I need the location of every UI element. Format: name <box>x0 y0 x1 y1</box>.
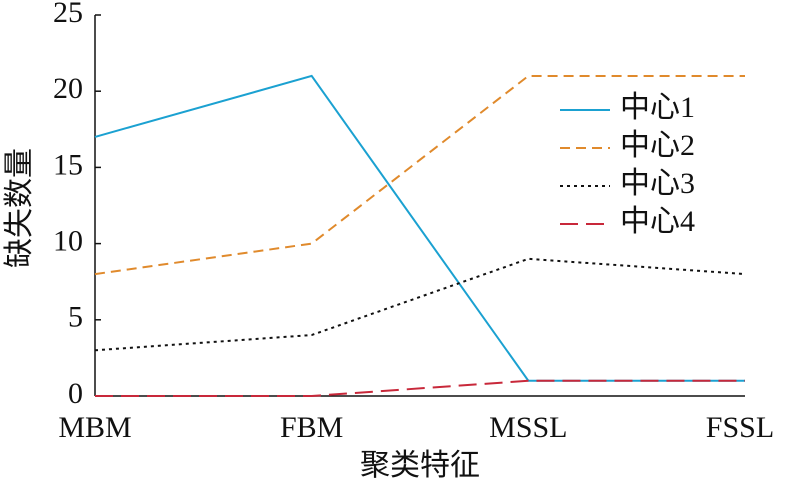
y-axis-title: 缺失数量 <box>3 148 36 268</box>
y-tick-label: 15 <box>53 148 83 181</box>
x-tick-label: FBM <box>280 411 343 444</box>
data-line <box>94 74 745 276</box>
y-tick-label: 0 <box>68 377 83 410</box>
data-line <box>94 74 745 382</box>
legend-label: 中心1 <box>620 91 695 124</box>
x-tick-label: FSSL <box>706 411 774 444</box>
y-tick-label: 25 <box>53 0 83 29</box>
x-tick-label: MBM <box>58 411 131 444</box>
legend-label: 中心3 <box>620 167 695 200</box>
x-tick-label: MSSL <box>489 411 567 444</box>
y-tick-label: 5 <box>68 301 83 334</box>
data-line <box>95 379 745 397</box>
y-tick-label: 20 <box>53 72 83 105</box>
x-axis-title: 聚类特征 <box>360 449 480 482</box>
data-line <box>94 257 746 352</box>
y-tick-label: 10 <box>53 224 83 257</box>
legend-label: 中心2 <box>620 129 695 162</box>
legend-label: 中心4 <box>620 205 695 238</box>
